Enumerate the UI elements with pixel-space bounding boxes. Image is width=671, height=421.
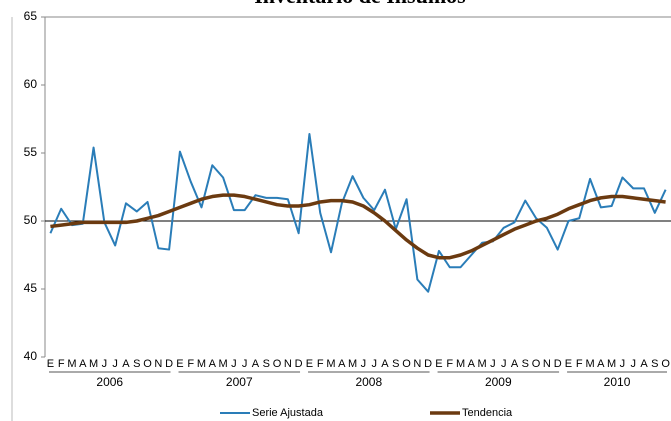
x-tick-label: J [242,358,248,370]
y-tick-label: 45 [24,281,38,295]
x-tick-label: O [532,358,541,370]
x-tick-label: A [597,358,605,370]
year-label: 2006 [96,375,123,389]
x-tick-label: A [338,358,346,370]
x-tick-label: F [58,358,65,370]
x-tick-label: F [187,358,194,370]
x-tick-label: S [263,358,270,370]
x-tick-label: A [381,358,389,370]
x-tick-label: J [620,358,626,370]
x-tick-label: A [511,358,519,370]
x-tick-label: O [402,358,411,370]
x-tick-label: E [306,358,313,370]
x-tick-label: D [424,358,432,370]
x-tick-label: A [122,358,130,370]
x-tick-label: F [317,358,324,370]
x-tick-label: J [501,358,507,370]
series-line [50,193,666,260]
y-tick-label: 65 [24,9,38,23]
y-tick-label: 40 [24,349,38,363]
x-tick-label: M [607,358,616,370]
x-tick-label: J [102,358,108,370]
x-tick-label: M [478,358,487,370]
x-tick-label: J [361,358,367,370]
x-tick-label: O [273,358,282,370]
x-tick-label: F [446,358,453,370]
x-tick-label: N [284,358,292,370]
x-tick-label: D [554,358,562,370]
x-tick-label: A [640,358,648,370]
y-tick-label: 50 [24,213,38,227]
x-tick-label: S [133,358,140,370]
x-tick-label: E [565,358,572,370]
x-tick-label: M [326,358,335,370]
x-tick-label: D [295,358,303,370]
x-tick-label: N [413,358,421,370]
x-tick-label: M [585,358,594,370]
x-tick-label: E [176,358,183,370]
legend-label: Tendencia [462,407,513,419]
x-tick-label: N [154,358,162,370]
x-tick-label: D [165,358,173,370]
x-tick-label: S [522,358,529,370]
x-tick-label: N [543,358,551,370]
x-tick-label: J [371,358,377,370]
x-tick-label: O [143,358,152,370]
x-tick-label: S [651,358,658,370]
y-tick-label: 60 [24,77,38,91]
year-label: 2008 [355,375,382,389]
x-tick-label: M [89,358,98,370]
x-tick-label: J [112,358,118,370]
x-tick-label: S [392,358,399,370]
x-tick-label: E [435,358,442,370]
chart-title: Inventario de Insumos [254,0,466,8]
x-tick-label: M [197,358,206,370]
legend-label: Serie Ajustada [252,407,324,419]
x-tick-label: A [79,358,87,370]
x-tick-label: A [252,358,260,370]
x-tick-label: M [219,358,228,370]
x-tick-label: J [231,358,237,370]
x-tick-label: M [348,358,357,370]
x-tick-label: M [67,358,76,370]
year-label: 2010 [604,375,631,389]
x-tick-label: A [209,358,217,370]
x-tick-label: E [47,358,54,370]
y-tick-label: 55 [24,145,38,159]
x-tick-label: F [576,358,583,370]
series-line [49,132,667,293]
x-tick-label: A [468,358,476,370]
x-tick-label: J [630,358,636,370]
x-tick-label: M [456,358,465,370]
x-tick-label: O [661,358,670,370]
x-tick-label: J [490,358,496,370]
year-label: 2007 [226,375,253,389]
year-label: 2009 [485,375,512,389]
